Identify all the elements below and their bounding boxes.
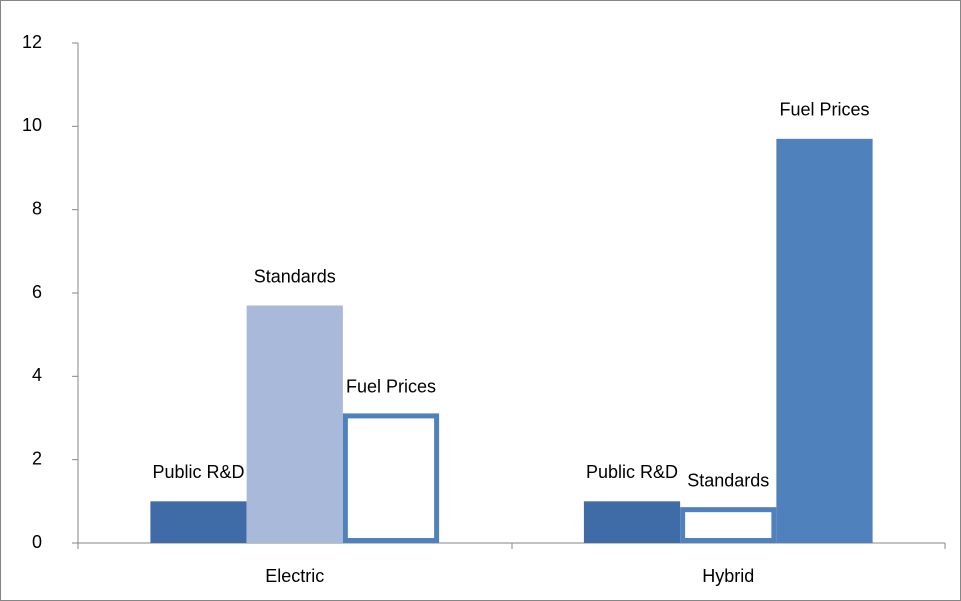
y-tick-label: 10 — [22, 115, 42, 135]
data-label: Standards — [687, 470, 769, 490]
y-tick-label: 0 — [32, 532, 42, 552]
data-label: Public R&D — [586, 462, 678, 482]
bar — [150, 501, 247, 543]
y-tick-label: 2 — [32, 448, 42, 468]
bar — [583, 501, 681, 543]
bar — [246, 305, 343, 543]
data-label: Fuel Prices — [346, 377, 436, 397]
x-tick-label: Electric — [265, 566, 324, 586]
bar — [680, 507, 777, 543]
data-label: Public R&D — [152, 462, 244, 482]
bar — [776, 138, 873, 544]
x-tick-label: Hybrid — [702, 566, 754, 586]
bar — [342, 413, 440, 543]
y-tick-label: 12 — [22, 32, 42, 52]
data-label: Fuel Prices — [779, 100, 869, 120]
y-tick-label: 8 — [32, 198, 42, 218]
y-tick-label: 6 — [32, 282, 42, 302]
y-tick-label: 4 — [32, 365, 42, 385]
data-label: Standards — [254, 266, 336, 286]
